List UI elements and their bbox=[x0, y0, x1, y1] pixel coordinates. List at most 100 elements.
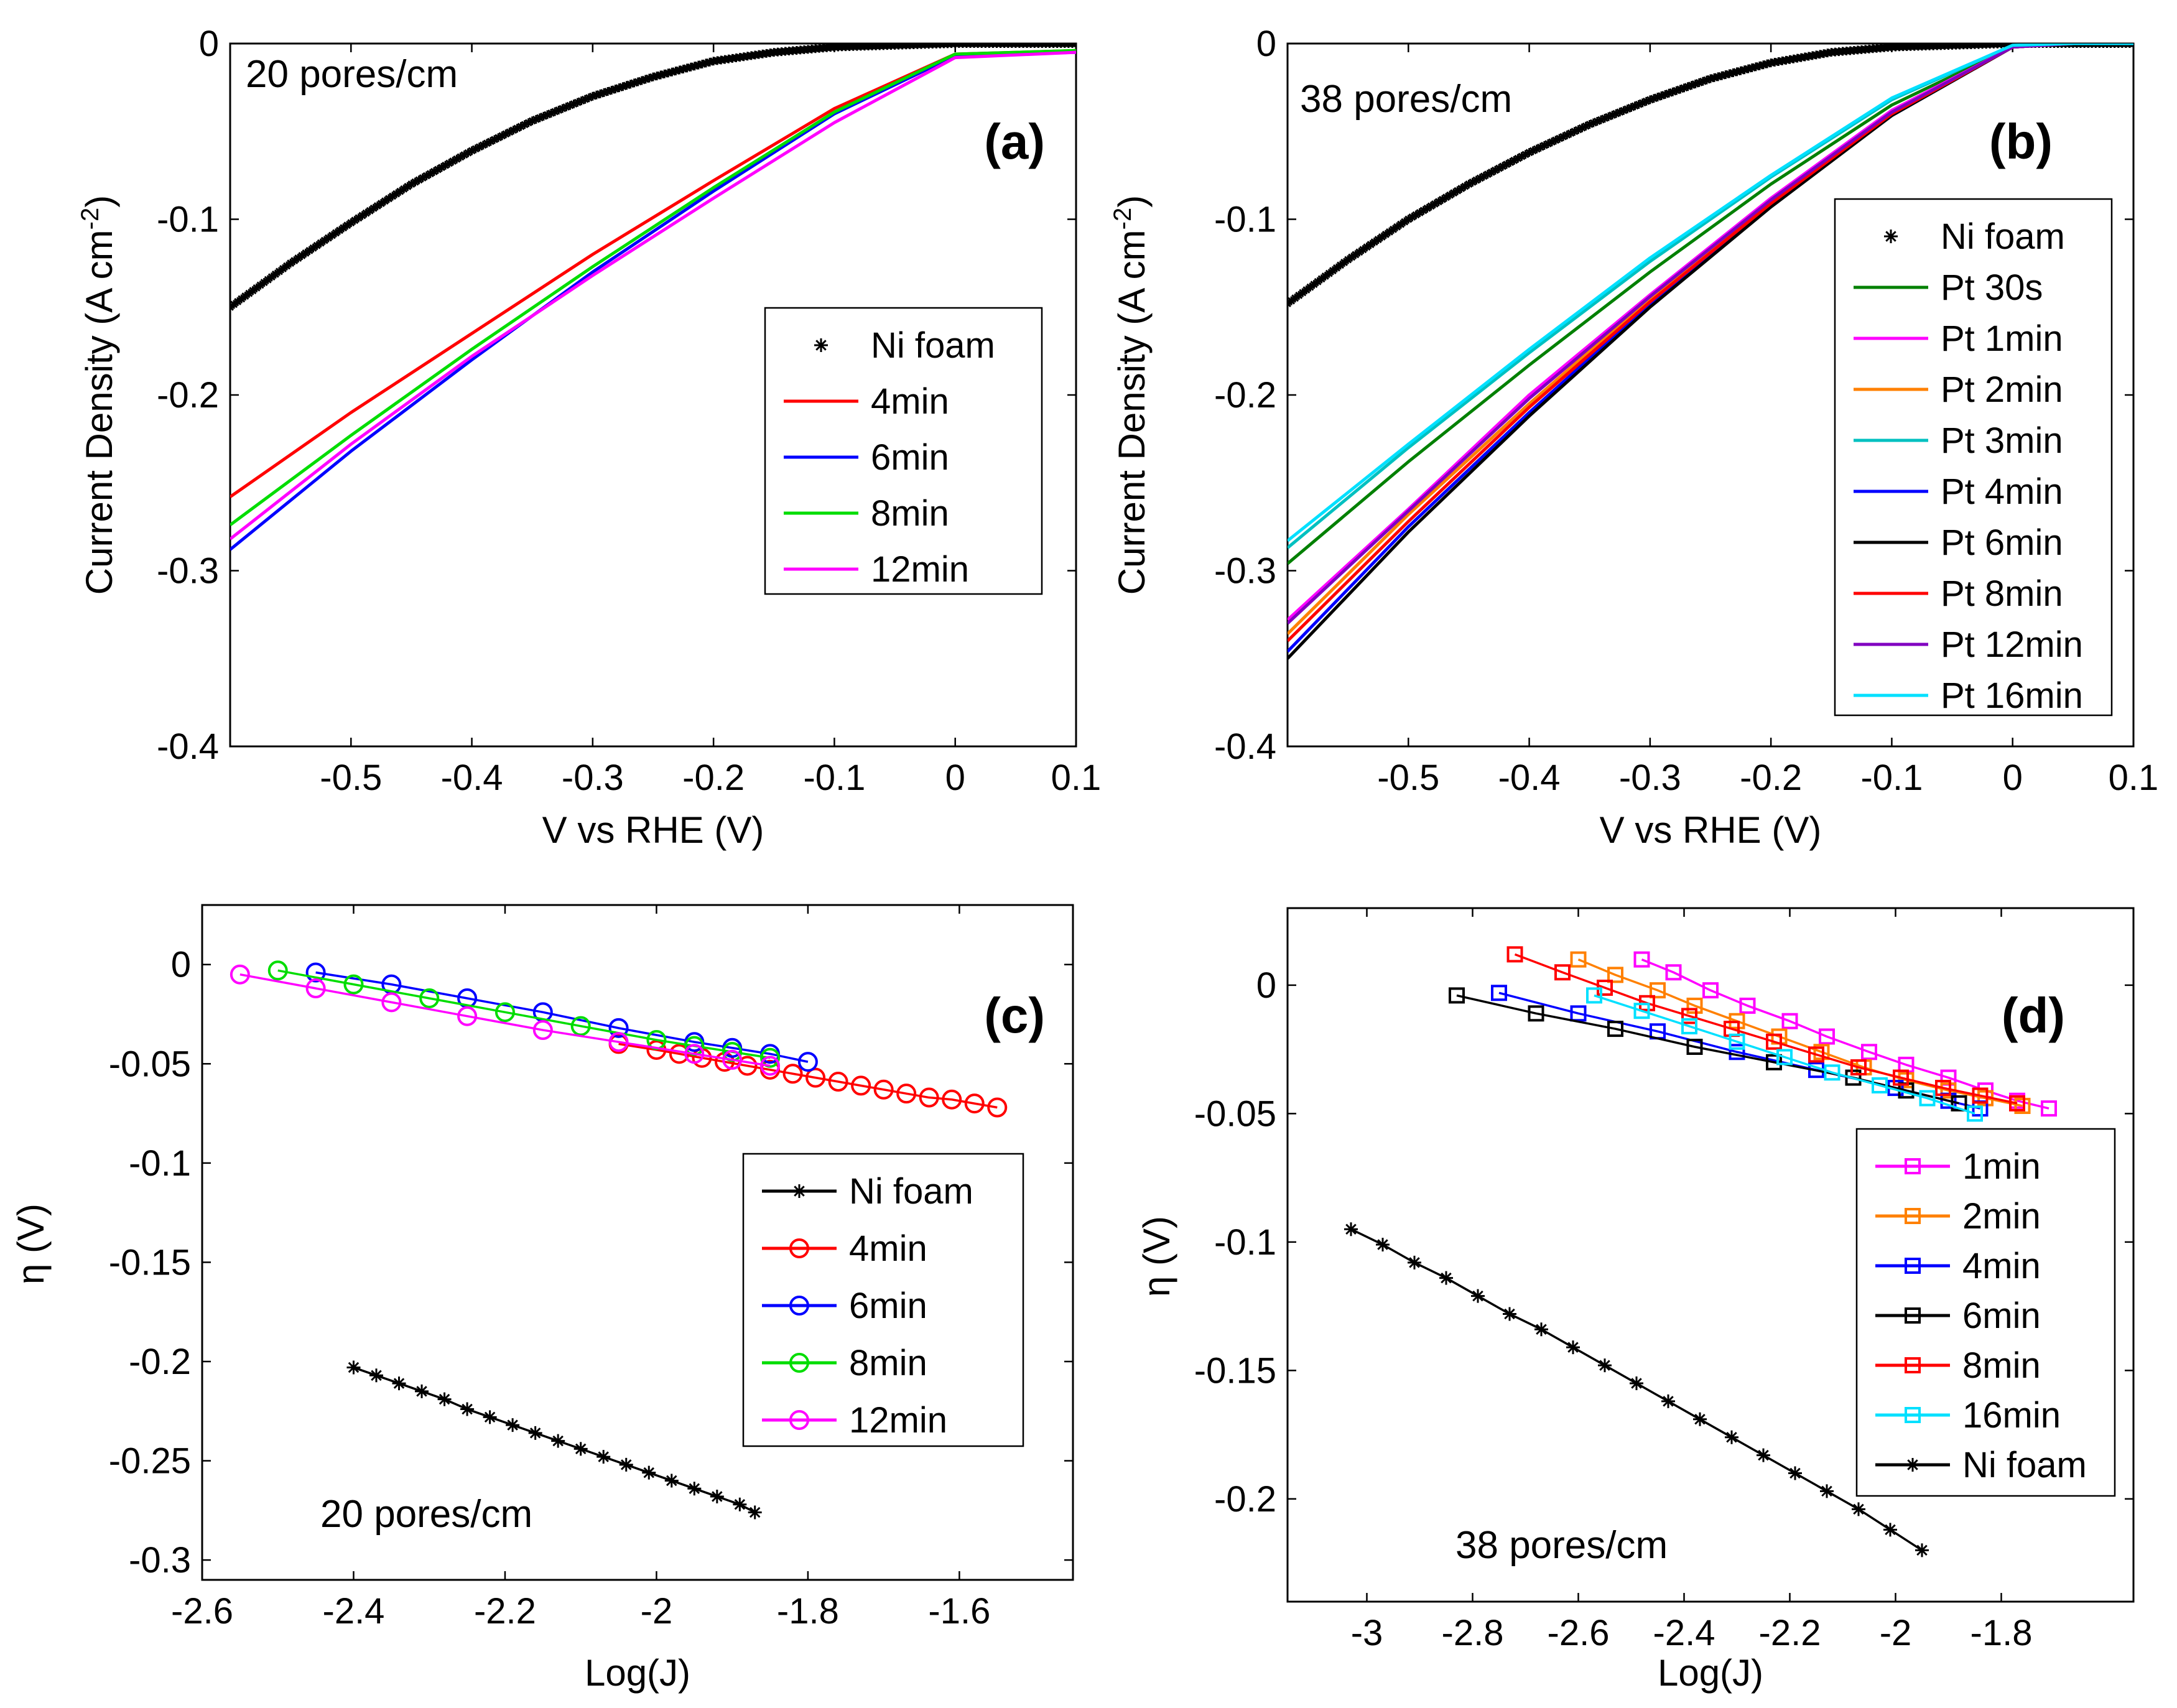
data-point bbox=[369, 1368, 383, 1383]
data-point bbox=[527, 116, 537, 126]
data-point bbox=[1426, 202, 1436, 211]
data-point bbox=[282, 261, 292, 271]
data-point bbox=[660, 69, 669, 78]
data-point bbox=[1306, 282, 1315, 292]
data-point bbox=[467, 146, 476, 155]
data-point bbox=[403, 182, 412, 191]
data-point bbox=[399, 184, 409, 193]
legend-marker bbox=[1905, 1208, 1921, 1224]
data-point bbox=[694, 60, 703, 70]
data-point bbox=[1633, 951, 1650, 968]
data-point bbox=[441, 160, 450, 170]
data-point bbox=[380, 197, 389, 206]
annotation: 20 pores/cm bbox=[320, 1493, 532, 1536]
y-tick-label: -0.2 bbox=[157, 375, 219, 415]
data-point bbox=[565, 101, 575, 110]
data-point bbox=[1672, 86, 1681, 95]
legend-marker bbox=[789, 1296, 809, 1316]
data-point bbox=[1649, 94, 1658, 103]
x-tick-label: -0.3 bbox=[1619, 758, 1681, 798]
data-point bbox=[1460, 182, 1470, 191]
data-point bbox=[1566, 129, 1576, 138]
data-point bbox=[369, 203, 378, 213]
legend-label: Pt 1min bbox=[1941, 318, 2063, 359]
data-point bbox=[964, 1093, 985, 1114]
data-point bbox=[1562, 130, 1572, 139]
data-point bbox=[429, 167, 439, 176]
data-point bbox=[626, 80, 635, 89]
legend-label: 4min bbox=[849, 1228, 927, 1269]
x-tick-label: -2.2 bbox=[474, 1591, 536, 1631]
data-point bbox=[1596, 115, 1605, 124]
panel-label: (d) bbox=[2002, 988, 2065, 1043]
data-point bbox=[418, 173, 427, 182]
data-point bbox=[343, 221, 352, 230]
y-tick-label: -0.3 bbox=[1214, 551, 1276, 592]
data-point bbox=[1528, 146, 1538, 155]
data-point bbox=[294, 254, 303, 263]
data-point bbox=[584, 93, 593, 103]
data-point bbox=[722, 1049, 743, 1070]
data-point bbox=[1554, 964, 1571, 981]
data-point bbox=[267, 960, 288, 981]
data-point bbox=[354, 213, 363, 223]
data-point bbox=[1570, 127, 1579, 136]
x-tick-label: 0 bbox=[945, 758, 965, 798]
y-tick-label: 0 bbox=[199, 24, 219, 64]
legend-box bbox=[764, 307, 1043, 595]
data-point bbox=[1400, 217, 1409, 226]
data-point bbox=[1351, 250, 1360, 259]
data-point bbox=[1915, 1543, 1929, 1557]
data-point bbox=[1534, 1322, 1548, 1337]
data-point bbox=[230, 300, 239, 309]
y-tick-label: -0.05 bbox=[109, 1044, 191, 1084]
data-point bbox=[1479, 172, 1488, 181]
data-point bbox=[396, 187, 405, 196]
data-point bbox=[1706, 74, 1715, 83]
y-axis-label: η (V) bbox=[1136, 1216, 1177, 1297]
legend-label: 8min bbox=[871, 493, 949, 534]
data-point bbox=[241, 292, 250, 301]
data-point bbox=[414, 175, 424, 185]
x-tick-label: -2.8 bbox=[1442, 1613, 1504, 1653]
data-point bbox=[667, 67, 677, 77]
data-point bbox=[554, 105, 564, 114]
x-tick-label: -1.6 bbox=[928, 1591, 990, 1631]
data-point bbox=[1820, 1484, 1834, 1498]
data-point bbox=[1717, 71, 1727, 80]
data-point bbox=[1755, 61, 1764, 70]
data-point bbox=[279, 264, 287, 273]
x-tick-label: 0 bbox=[2003, 758, 2023, 798]
data-point bbox=[437, 1392, 452, 1406]
data-point bbox=[1506, 946, 1523, 963]
data-point bbox=[1302, 285, 1311, 295]
data-point bbox=[797, 1052, 818, 1072]
data-point bbox=[1581, 121, 1590, 131]
data-point bbox=[1328, 266, 1337, 276]
data-point bbox=[1408, 1255, 1421, 1269]
x-tick-label: 0.1 bbox=[2109, 758, 2159, 798]
data-point bbox=[596, 89, 605, 98]
data-point bbox=[1423, 203, 1432, 213]
data-point bbox=[1612, 109, 1621, 118]
legend-marker bbox=[1905, 1357, 1921, 1373]
data-point bbox=[687, 1482, 702, 1496]
data-point bbox=[1759, 60, 1768, 70]
data-point bbox=[1336, 261, 1345, 270]
legend-label: Pt 8min bbox=[1941, 573, 2063, 614]
data-point bbox=[316, 238, 325, 248]
data-point bbox=[1521, 150, 1530, 159]
x-tick-label: -3 bbox=[1351, 1613, 1383, 1653]
data-point bbox=[323, 233, 333, 243]
data-point bbox=[1559, 132, 1568, 141]
legend-label: 4min bbox=[871, 381, 949, 422]
data-point bbox=[376, 199, 386, 208]
data-point bbox=[622, 81, 631, 90]
data-point bbox=[1577, 123, 1587, 132]
data-point bbox=[1634, 100, 1643, 109]
series-group bbox=[230, 44, 1076, 551]
data-point bbox=[1415, 208, 1424, 217]
data-point bbox=[608, 1018, 629, 1038]
data-point bbox=[1641, 96, 1651, 106]
data-point bbox=[1845, 1069, 1862, 1086]
